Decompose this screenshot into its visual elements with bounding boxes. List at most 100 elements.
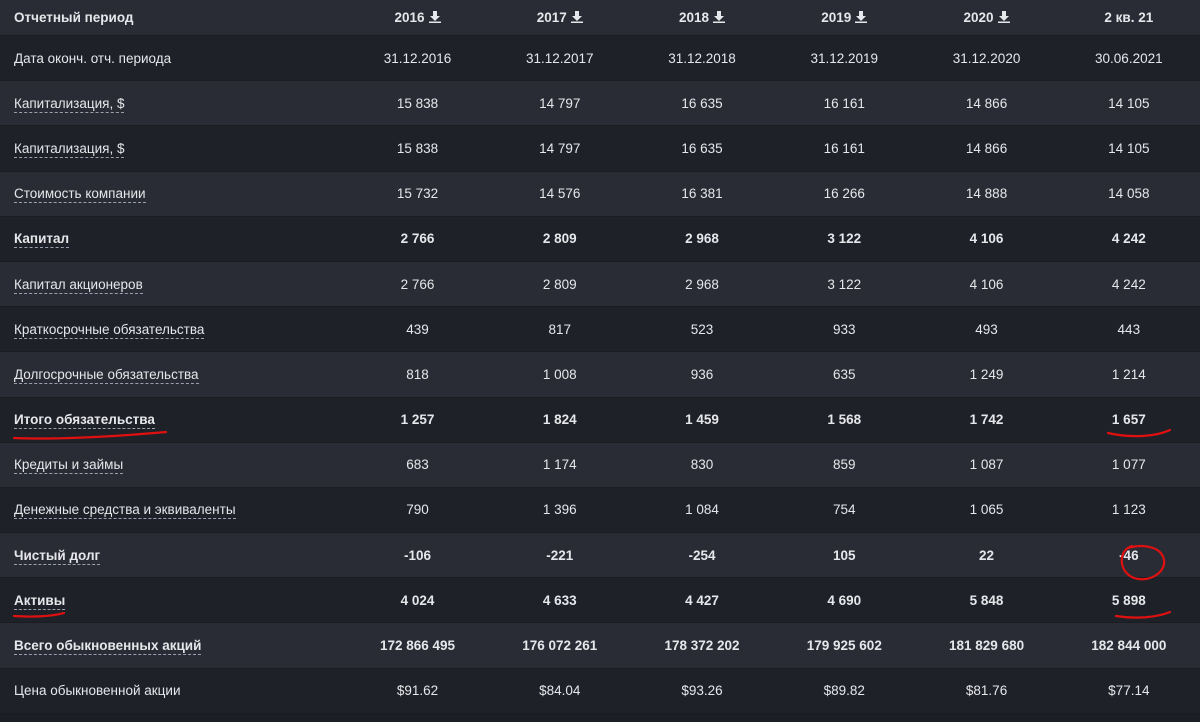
row-label[interactable]: Кредиты и займы — [0, 457, 346, 475]
table-cell: 1 824 — [542, 412, 577, 428]
table-cell: 4 427 — [685, 592, 719, 608]
row-label[interactable]: Всего обыкновенных акций — [0, 638, 346, 656]
row-label-link[interactable]: Активы — [14, 592, 66, 610]
row-label-link[interactable]: Капитал — [14, 231, 70, 249]
table-cell: 2 766 — [400, 276, 435, 292]
table-cell: 182 844 000 — [1091, 638, 1167, 654]
table-cell: $93.26 — [681, 683, 723, 699]
header-col-2020[interactable]: 2020 — [915, 10, 1057, 25]
row-label[interactable]: Краткосрочные обязательства — [0, 321, 346, 339]
table-cell: 1 396 — [542, 502, 577, 518]
table-cell: 5 848 — [969, 592, 1004, 608]
table-row: Капитализация, $ 15 838 14 797 16 635 16 161… — [0, 126, 1200, 172]
row-label[interactable]: Капитализация, $ — [0, 140, 346, 158]
row-label[interactable]: Капитализация, $ — [0, 95, 346, 113]
row-label-link[interactable]: Кредиты и займы — [14, 457, 124, 475]
table-cell: 1 657 — [1111, 412, 1146, 428]
table-cell: 14 105 — [1108, 140, 1150, 156]
table-cell: 1 065 — [969, 502, 1004, 518]
table-cell: 859 — [833, 457, 856, 473]
download-icon[interactable] — [855, 11, 868, 23]
table-cell: 179 925 602 — [806, 638, 882, 654]
download-icon[interactable] — [713, 11, 726, 23]
table-row: Активы 4 024 4 633 4 427 4 690 5 848 5 898 — [0, 578, 1200, 624]
table-row: Капитализация, $ 15 838 14 797 16 635 16 161… — [0, 81, 1200, 127]
download-icon[interactable] — [570, 11, 583, 23]
table-cell: 2 809 — [542, 231, 577, 247]
row-label-link[interactable]: Итого обязательства — [14, 412, 155, 430]
table-row: Чистый долг -106 -221 -254 105 22 -46 — [0, 533, 1200, 579]
table-cell: 1 459 — [685, 412, 719, 428]
row-label-link[interactable]: Капитал акционеров — [14, 276, 143, 294]
table-cell: 1 568 — [827, 412, 862, 428]
table-cell: 4 690 — [827, 592, 862, 608]
row-label-link[interactable]: Капитализация, $ — [14, 140, 125, 158]
table-cell: 2 968 — [685, 231, 719, 247]
table-cell: $91.62 — [396, 683, 439, 699]
row-label[interactable]: Денежные средства и эквиваленты — [0, 502, 346, 520]
table-cell: $77.14 — [1108, 683, 1150, 699]
table-cell: 830 — [690, 457, 714, 473]
table-cell: -254 — [688, 547, 716, 563]
header-col-2017[interactable]: 2017 — [489, 10, 631, 25]
table-cell: 4 106 — [969, 231, 1004, 247]
table-cell: 30.06.2021 — [1095, 50, 1163, 66]
table-cell: 1 742 — [969, 412, 1004, 428]
table-cell: 936 — [690, 366, 714, 382]
table-cell: 15 732 — [396, 186, 439, 202]
row-label-link[interactable]: Стоимость компании — [14, 186, 146, 204]
row-label: Цена обыкновенной акции — [0, 683, 346, 698]
table-cell: 16 635 — [681, 95, 723, 111]
row-label[interactable]: Активы — [0, 592, 346, 610]
table-cell: 14 105 — [1108, 95, 1150, 111]
download-icon[interactable] — [428, 11, 441, 23]
table-cell: 1 214 — [1111, 366, 1146, 382]
row-label: Дата оконч. отч. периода — [0, 51, 346, 66]
table-cell: 493 — [975, 321, 998, 337]
table-cell: 443 — [1117, 321, 1141, 337]
row-label[interactable]: Чистый долг — [0, 547, 346, 565]
table-cell: 5 898 — [1111, 592, 1146, 608]
table-cell: 2 809 — [542, 276, 577, 292]
row-label[interactable]: Итого обязательства — [0, 412, 346, 430]
row-label[interactable]: Капитал — [0, 231, 346, 249]
row-label-link[interactable]: Капитализация, $ — [14, 95, 125, 113]
table-cell: $81.76 — [965, 683, 1008, 699]
row-label-link[interactable]: Краткосрочные обязательства — [14, 321, 205, 339]
table-cell: 1 257 — [400, 412, 435, 428]
table-body: Дата оконч. отч. периода 31.12.2016 31.12.… — [0, 36, 1200, 714]
download-icon[interactable] — [997, 11, 1010, 23]
table-cell: 22 — [979, 547, 995, 563]
table-cell: 4 242 — [1111, 276, 1146, 292]
table-cell: $89.82 — [823, 683, 865, 699]
header-col-2019[interactable]: 2019 — [773, 10, 915, 25]
table-cell: 3 122 — [827, 276, 862, 292]
table-row: Стоимость компании 15 732 14 576 16 381 16 2… — [0, 171, 1200, 217]
row-label-link[interactable]: Долгосрочные обязательства — [14, 366, 199, 384]
table-cell: 16 266 — [823, 186, 865, 202]
row-label-link[interactable]: Чистый долг — [14, 547, 101, 565]
row-label[interactable]: Долгосрочные обязательства — [0, 366, 346, 384]
table-cell: 16 381 — [681, 186, 723, 202]
row-label-link[interactable]: Денежные средства и эквиваленты — [14, 502, 236, 520]
table-cell: 1 123 — [1111, 502, 1146, 518]
table-cell: 683 — [406, 457, 429, 473]
table-cell: 14 866 — [965, 95, 1008, 111]
table-cell: 16 161 — [823, 95, 865, 111]
table-row: Кредиты и займы 683 1 174 830 859 1 087 1 077 — [0, 442, 1200, 488]
header-col-2018[interactable]: 2018 — [631, 10, 773, 25]
table-cell: 1 174 — [542, 457, 577, 473]
header-col-2016[interactable]: 2016 — [346, 10, 488, 25]
row-label-link[interactable]: Всего обыкновенных акций — [14, 638, 202, 656]
table-cell: 14 797 — [539, 95, 581, 111]
row-label[interactable]: Стоимость компании — [0, 186, 346, 204]
table-cell: 523 — [690, 321, 714, 337]
table-cell: 1 087 — [969, 457, 1004, 473]
table-cell: 15 838 — [396, 140, 439, 156]
table-cell: 439 — [406, 321, 429, 337]
row-label-text: Дата оконч. отч. периода — [14, 50, 172, 66]
row-label[interactable]: Капитал акционеров — [0, 276, 346, 294]
table-cell: 1 249 — [969, 366, 1004, 382]
table-row: Денежные средства и эквиваленты 790 1 396 1… — [0, 487, 1200, 534]
